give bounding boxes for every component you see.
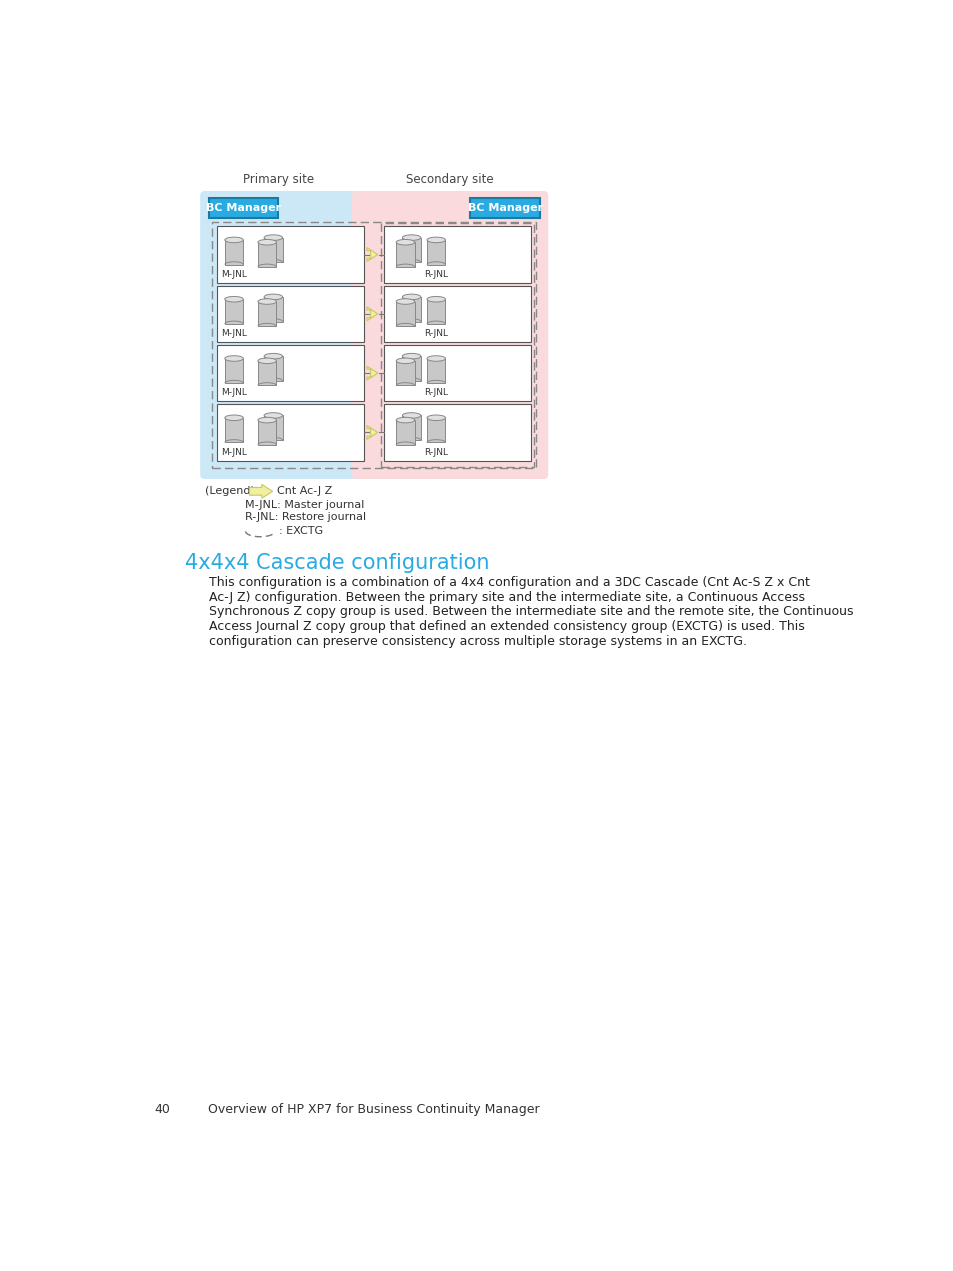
FancyBboxPatch shape	[200, 191, 356, 479]
Bar	[257, 361, 276, 385]
Ellipse shape	[402, 353, 420, 358]
Bar	[217, 226, 364, 282]
Text: M-JNL: M-JNL	[221, 389, 247, 398]
Ellipse shape	[395, 358, 415, 364]
Text: R-JNL: R-JNL	[424, 389, 448, 398]
Bar	[427, 240, 445, 264]
Text: configuration can preserve consistency across multiple storage systems in an EXC: configuration can preserve consistency a…	[210, 634, 746, 647]
FancyArrow shape	[249, 484, 273, 498]
Bar	[395, 361, 415, 385]
Bar	[217, 286, 364, 342]
Text: 40: 40	[153, 1103, 170, 1116]
Bar	[217, 404, 364, 460]
Bar	[257, 421, 276, 445]
Bar	[257, 243, 276, 267]
Text: M-JNL: M-JNL	[221, 447, 247, 456]
Bar	[402, 297, 420, 322]
Ellipse shape	[402, 413, 420, 418]
Text: Cnt Ac-J Z: Cnt Ac-J Z	[277, 487, 332, 496]
Text: Ac-J Z) configuration. Between the primary site and the intermediate site, a Con: Ac-J Z) configuration. Between the prima…	[210, 591, 804, 604]
Bar	[427, 299, 445, 324]
Ellipse shape	[402, 294, 420, 300]
Bar	[257, 301, 276, 327]
Text: 4x4x4 Cascade configuration: 4x4x4 Cascade configuration	[185, 553, 489, 573]
Text: R-JNL: Restore journal: R-JNL: Restore journal	[245, 512, 366, 521]
Ellipse shape	[264, 353, 282, 358]
Text: : EXCTG: : EXCTG	[279, 526, 323, 536]
Bar	[427, 358, 445, 383]
FancyBboxPatch shape	[209, 198, 277, 217]
Text: Primary site: Primary site	[243, 173, 314, 187]
Ellipse shape	[225, 416, 243, 421]
Ellipse shape	[395, 299, 415, 304]
Ellipse shape	[427, 356, 445, 361]
Ellipse shape	[225, 238, 243, 243]
Bar	[395, 421, 415, 445]
Ellipse shape	[257, 358, 276, 364]
Bar	[380, 224, 534, 466]
Ellipse shape	[402, 235, 420, 240]
Text: BC Manager: BC Manager	[467, 203, 542, 214]
Ellipse shape	[225, 356, 243, 361]
Ellipse shape	[427, 296, 445, 302]
Text: Access Journal Z copy group that defined an extended consistency group (EXCTG) i: Access Journal Z copy group that defined…	[210, 620, 804, 633]
FancyArrow shape	[367, 366, 377, 380]
Ellipse shape	[225, 296, 243, 302]
Ellipse shape	[257, 239, 276, 245]
Bar	[395, 243, 415, 267]
FancyArrow shape	[367, 426, 377, 440]
FancyBboxPatch shape	[470, 198, 539, 217]
FancyArrow shape	[367, 248, 377, 262]
Ellipse shape	[264, 413, 282, 418]
Text: Secondary site: Secondary site	[406, 173, 494, 187]
Bar	[225, 299, 243, 324]
Bar	[383, 344, 531, 402]
Text: (Legend): (Legend)	[205, 487, 254, 496]
Text: Synchronous Z copy group is used. Between the intermediate site and the remote s: Synchronous Z copy group is used. Betwee…	[210, 605, 853, 618]
Bar	[383, 404, 531, 460]
Bar	[264, 238, 282, 262]
Ellipse shape	[395, 239, 415, 245]
Text: R-JNL: R-JNL	[424, 329, 448, 338]
Ellipse shape	[427, 416, 445, 421]
Ellipse shape	[257, 417, 276, 423]
Bar	[427, 418, 445, 442]
FancyArrow shape	[367, 306, 377, 320]
Text: M-JNL: Master journal: M-JNL: Master journal	[245, 501, 364, 510]
Bar	[213, 222, 536, 468]
Bar	[225, 240, 243, 264]
Bar	[217, 344, 364, 402]
Bar	[264, 356, 282, 381]
Ellipse shape	[264, 294, 282, 300]
Bar	[395, 301, 415, 327]
Text: This configuration is a combination of a 4x4 configuration and a 3DC Cascade (Cn: This configuration is a combination of a…	[210, 576, 809, 588]
Bar	[264, 416, 282, 440]
Bar	[383, 226, 531, 282]
Ellipse shape	[395, 417, 415, 423]
Bar	[402, 238, 420, 262]
Text: BC Manager: BC Manager	[206, 203, 280, 214]
Bar	[402, 416, 420, 440]
FancyBboxPatch shape	[352, 191, 548, 479]
Bar	[225, 418, 243, 442]
Text: R-JNL: R-JNL	[424, 447, 448, 456]
Ellipse shape	[264, 235, 282, 240]
Text: M-JNL: M-JNL	[221, 269, 247, 278]
Bar	[225, 358, 243, 383]
Text: M-JNL: M-JNL	[221, 329, 247, 338]
Bar	[383, 286, 531, 342]
Bar	[264, 297, 282, 322]
Bar	[402, 356, 420, 381]
Text: Overview of HP XP7 for Business Continuity Manager: Overview of HP XP7 for Business Continui…	[208, 1103, 539, 1116]
Text: R-JNL: R-JNL	[424, 269, 448, 278]
Ellipse shape	[427, 238, 445, 243]
Ellipse shape	[257, 299, 276, 304]
